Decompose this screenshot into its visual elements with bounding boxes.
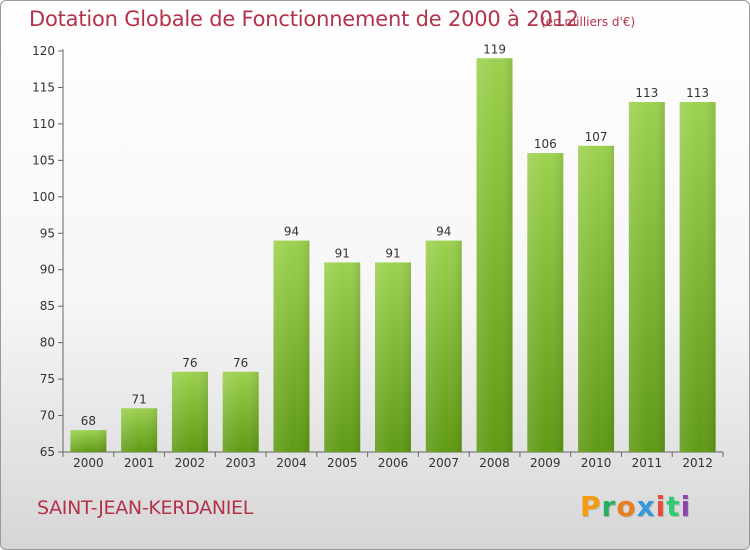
x-tick-label: 2010 xyxy=(581,456,612,470)
bar-shade xyxy=(425,240,462,452)
axes: 65 70 75 80 85 90 95 100 105 110 115 120 2000 2001 200… xyxy=(32,44,724,470)
x-tick-label: 2006 xyxy=(378,456,409,470)
x-tick-label: 2007 xyxy=(428,456,459,470)
y-tick-label: 110 xyxy=(32,117,55,131)
logo-letter: P xyxy=(580,490,602,523)
data-label: 91 xyxy=(385,246,400,260)
bar-shade xyxy=(171,371,208,452)
logo-letter: t xyxy=(666,490,681,523)
bars xyxy=(70,58,716,453)
bar-shade xyxy=(476,58,513,453)
data-label: 91 xyxy=(335,246,350,260)
data-label: 71 xyxy=(132,392,147,406)
y-tick-label: 70 xyxy=(40,409,55,423)
x-tick-label: 2003 xyxy=(225,456,256,470)
x-tick-label: 2008 xyxy=(479,456,510,470)
data-label: 68 xyxy=(81,414,96,428)
logo-letter: o xyxy=(616,490,637,523)
data-label: 113 xyxy=(635,86,658,100)
bar-shade xyxy=(628,102,665,452)
data-label: 119 xyxy=(483,42,506,56)
bar-shade xyxy=(273,240,310,452)
data-label: 94 xyxy=(284,225,299,239)
bar-shade xyxy=(375,262,411,452)
bar-shade xyxy=(222,371,259,452)
y-tick-label: 95 xyxy=(40,226,55,240)
proxiti-logo: Proxiti xyxy=(580,490,691,523)
data-label: 107 xyxy=(585,130,608,144)
bar-shade xyxy=(121,408,158,452)
x-tick-label: 2002 xyxy=(175,456,206,470)
chart-title: Dotation Globale de Fonctionnement de 20… xyxy=(29,7,579,31)
data-label: 113 xyxy=(686,86,709,100)
y-tick-label: 85 xyxy=(40,299,55,313)
y-tick-label: 65 xyxy=(40,445,55,459)
y-tick-label: 100 xyxy=(32,190,55,204)
logo-letter: x xyxy=(636,490,656,523)
bar-shade xyxy=(70,430,107,452)
bar-shade xyxy=(578,145,615,453)
logo-letter: i xyxy=(655,490,667,523)
data-label: 76 xyxy=(233,356,248,370)
data-label: 94 xyxy=(436,225,451,239)
x-tick-label: 2005 xyxy=(327,456,358,470)
x-tick-label: 2012 xyxy=(682,456,713,470)
commune-name: SAINT-JEAN-KERDANIEL xyxy=(37,497,254,519)
x-tick-label: 2011 xyxy=(632,456,663,470)
bar-shade xyxy=(679,102,716,452)
data-label: 106 xyxy=(534,137,557,151)
bar-shade xyxy=(527,153,564,452)
logo-letter: i xyxy=(680,490,692,523)
y-tick-label: 115 xyxy=(32,80,55,94)
x-tick-label: 2000 xyxy=(73,456,104,470)
x-tick-label: 2009 xyxy=(530,456,561,470)
bar-shade xyxy=(324,262,361,452)
data-labels: 68 71 76 76 94 91 91 94 119 106 107 113 113 xyxy=(81,42,709,428)
y-tick-label: 75 xyxy=(40,372,55,386)
y-tick-label: 105 xyxy=(32,153,55,167)
chart-unit: (en milliers d'€) xyxy=(541,15,636,29)
x-tick-label: 2004 xyxy=(276,456,307,470)
y-tick-label: 90 xyxy=(40,263,55,277)
y-tick-label: 120 xyxy=(32,44,55,58)
data-label: 76 xyxy=(182,356,197,370)
x-tick-label: 2001 xyxy=(124,456,155,470)
logo-letter: r xyxy=(601,490,617,523)
y-tick-label: 80 xyxy=(40,336,55,350)
